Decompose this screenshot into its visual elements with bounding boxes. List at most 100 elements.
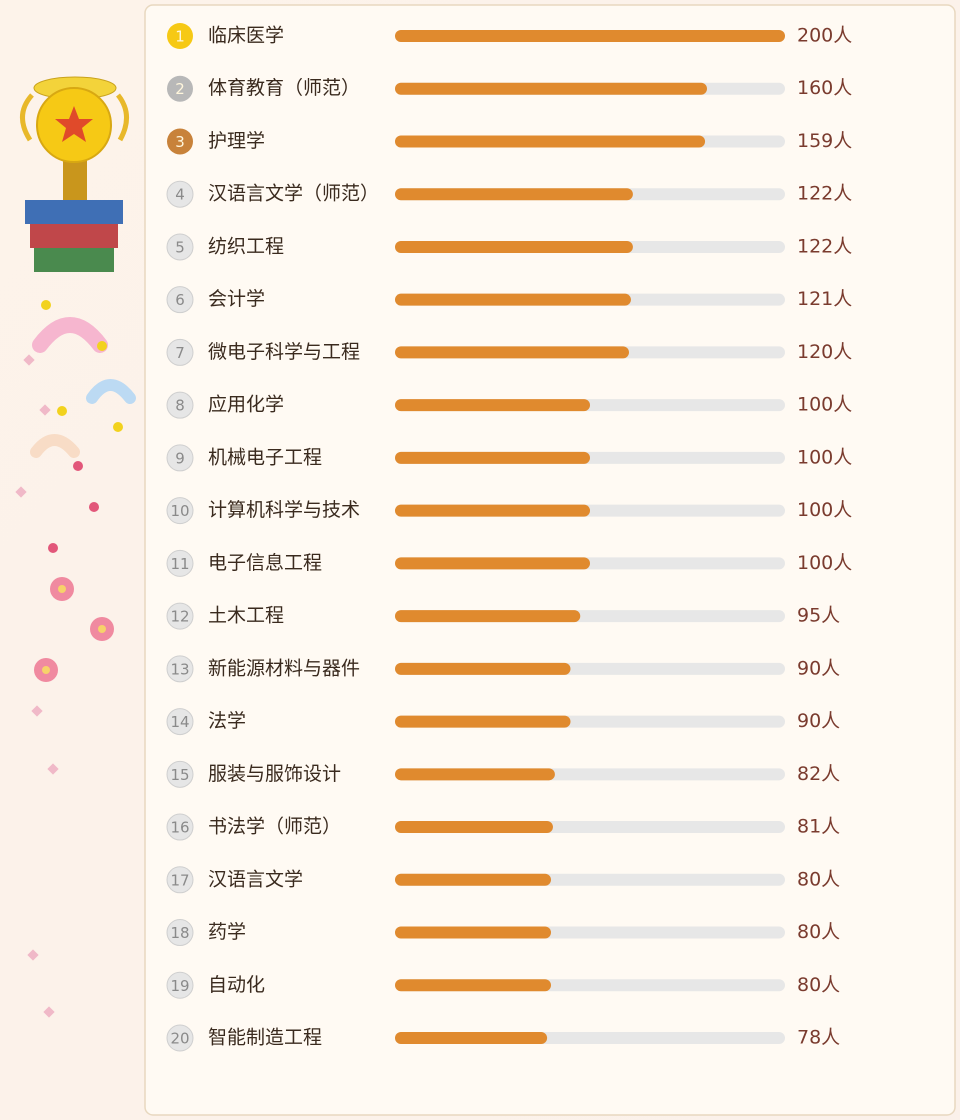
bar [395, 188, 633, 201]
rank-label: 14 [170, 713, 189, 731]
value-label: 80人 [797, 921, 840, 943]
bar [395, 662, 571, 675]
value-label: 200人 [797, 25, 852, 47]
bar [395, 82, 707, 95]
rank-badge [166, 655, 194, 683]
bar [395, 768, 555, 781]
category-label: 新能源材料与器件 [208, 657, 360, 679]
value-label: 95人 [797, 605, 840, 627]
category-label: 护理学 [208, 130, 265, 152]
bar [395, 557, 590, 570]
bar [395, 1032, 548, 1044]
rank-badge [166, 813, 194, 841]
rank-badge [166, 971, 194, 999]
rank-label: 5 [175, 238, 185, 256]
value-label: 78人 [797, 1027, 840, 1049]
rank-badge [166, 391, 194, 419]
value-label: 81人 [797, 816, 840, 838]
bar [395, 926, 551, 939]
rank-label: 17 [170, 871, 189, 889]
rank-badge [166, 338, 194, 366]
rank-badge [166, 180, 194, 208]
category-label: 服装与服饰设计 [208, 763, 341, 785]
rank-badge [166, 602, 194, 630]
category-label: 微电子科学与工程 [208, 341, 360, 363]
category-label: 智能制造工程 [208, 1027, 322, 1049]
category-label: 计算机科学与技术 [208, 499, 360, 521]
rank-badge [166, 866, 194, 894]
rank-label: 9 [175, 449, 185, 467]
value-label: 100人 [797, 394, 852, 416]
rank-label: 4 [175, 186, 185, 204]
rank-badge [166, 549, 194, 577]
rank-label: 20 [170, 1030, 189, 1048]
bar [395, 240, 633, 253]
category-label: 土木工程 [208, 605, 284, 627]
category-label: 机械电子工程 [208, 446, 322, 468]
value-label: 122人 [797, 235, 852, 257]
bar [395, 504, 590, 517]
bar [395, 821, 553, 834]
category-label: 临床医学 [208, 25, 284, 47]
rank-badge [166, 760, 194, 788]
bar [395, 135, 706, 148]
rank-badge [166, 233, 194, 261]
value-label: 100人 [797, 446, 852, 468]
category-label: 汉语言文学 [208, 868, 303, 890]
rank-label: 3 [175, 133, 185, 151]
rank-badge [166, 286, 194, 314]
category-label: 应用化学 [208, 394, 284, 416]
value-label: 80人 [797, 868, 840, 890]
bar [395, 610, 581, 623]
category-label: 书法学（师范） [208, 816, 341, 838]
rank-label: 2 [175, 80, 185, 98]
category-label: 法学 [208, 710, 246, 732]
bar [395, 293, 631, 306]
rank-label: 16 [170, 819, 189, 837]
category-label: 药学 [208, 921, 246, 943]
rank-badge [166, 497, 194, 525]
rank-badge [167, 23, 193, 49]
category-label: 体育教育（师范） [208, 77, 360, 99]
value-label: 90人 [797, 710, 840, 732]
category-label: 纺织工程 [208, 235, 284, 257]
rank-badge [166, 919, 194, 947]
rank-label: 1 [175, 28, 185, 46]
category-label: 汉语言文学（师范） [208, 183, 379, 205]
value-label: 122人 [797, 183, 852, 205]
rank-label: 19 [170, 977, 189, 995]
value-label: 100人 [797, 499, 852, 521]
bar [395, 979, 551, 992]
rank-label: 11 [170, 555, 189, 573]
rank-badge [166, 444, 194, 472]
rank-label: 7 [175, 344, 185, 362]
rank-badge [166, 708, 194, 736]
rank-label: 18 [170, 924, 189, 942]
bar [395, 346, 629, 359]
bar [395, 873, 551, 886]
value-label: 100人 [797, 552, 852, 574]
decoration [15, 76, 136, 1018]
rank-label: 10 [170, 502, 189, 520]
rank-badge [166, 1024, 194, 1052]
value-label: 120人 [797, 341, 852, 363]
bar [395, 399, 590, 412]
bar [395, 451, 590, 464]
rank-badge [167, 128, 193, 155]
value-label: 121人 [797, 288, 852, 310]
category-label: 会计学 [208, 288, 265, 310]
rank-label: 8 [175, 397, 185, 415]
value-label: 90人 [797, 657, 840, 679]
category-label: 自动化 [208, 974, 265, 996]
rank-label: 6 [175, 291, 185, 309]
value-label: 80人 [797, 974, 840, 996]
value-label: 160人 [797, 77, 852, 99]
value-label: 82人 [797, 763, 840, 785]
value-label: 159人 [797, 130, 852, 152]
rank-label: 13 [170, 660, 189, 678]
bar [395, 715, 571, 728]
bar [395, 30, 785, 42]
rank-label: 12 [170, 608, 189, 626]
rank-badge [167, 75, 193, 102]
